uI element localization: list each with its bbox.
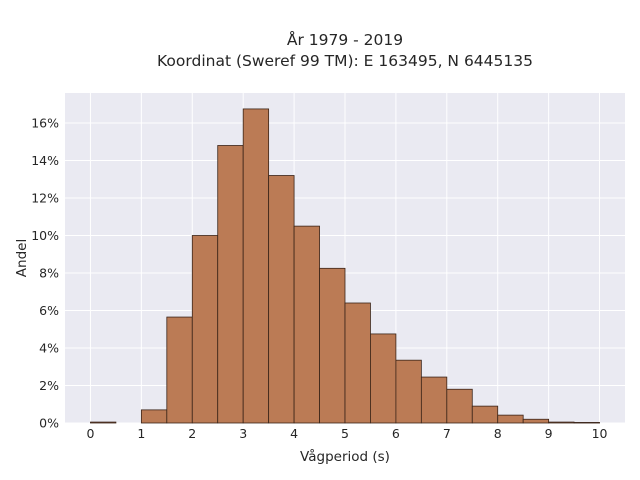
- x-tick-label: 8: [494, 426, 502, 441]
- histogram-bar: [344, 302, 371, 424]
- histogram-bar: [573, 422, 600, 424]
- histogram-bar: [242, 108, 270, 424]
- histogram-bar: [319, 267, 346, 424]
- histogram-bar: [166, 316, 193, 424]
- y-tick-label: 0%: [39, 416, 59, 431]
- y-tick-label: 8%: [39, 266, 59, 281]
- y-tick-label: 4%: [39, 341, 59, 356]
- x-tick-label: 3: [239, 426, 247, 441]
- histogram-bar: [471, 405, 499, 424]
- chart-title-line-1: År 1979 - 2019: [287, 30, 403, 49]
- x-tick-label: 7: [443, 426, 451, 441]
- histogram-bar: [446, 388, 473, 424]
- bars: [90, 108, 600, 424]
- y-tick-labels: 0% 2% 4% 6% 8% 10% 12% 14% 16%: [31, 116, 59, 431]
- histogram-bar: [191, 235, 219, 424]
- y-tick-label: 14%: [31, 153, 59, 168]
- y-tick-label: 10%: [31, 228, 59, 243]
- histogram-bar: [140, 409, 168, 424]
- histogram-bar: [522, 418, 550, 424]
- x-tick-label: 1: [137, 426, 145, 441]
- y-tick-label: 16%: [31, 116, 59, 131]
- x-tick-labels: 0 1 2 3 4 5 6 7 8 9 10: [86, 426, 607, 441]
- histogram-bar: [420, 376, 448, 424]
- histogram-bar: [268, 175, 295, 424]
- x-tick-label: 0: [86, 426, 94, 441]
- histogram-bar: [293, 225, 320, 424]
- y-axis-label: Andel: [14, 239, 30, 277]
- histogram-bar: [548, 421, 575, 424]
- histogram-bar: [370, 333, 397, 424]
- histogram-bar: [90, 421, 117, 424]
- chart-title-line-2: Koordinat (Sweref 99 TM): E 163495, N 64…: [157, 52, 533, 70]
- x-tick-label: 6: [392, 426, 400, 441]
- x-tick-label: 9: [545, 426, 553, 441]
- x-tick-label: 4: [290, 426, 298, 441]
- histogram-bar: [395, 359, 422, 424]
- x-tick-label: 10: [592, 426, 608, 441]
- histogram-bar: [217, 145, 244, 424]
- x-tick-label: 5: [341, 426, 349, 441]
- y-tick-label: 6%: [39, 303, 59, 318]
- histogram-bar: [497, 414, 524, 424]
- y-tick-label: 2%: [39, 378, 59, 393]
- x-axis-label: Vågperiod (s): [300, 448, 390, 465]
- x-tick-label: 2: [188, 426, 196, 441]
- y-tick-label: 12%: [31, 191, 59, 206]
